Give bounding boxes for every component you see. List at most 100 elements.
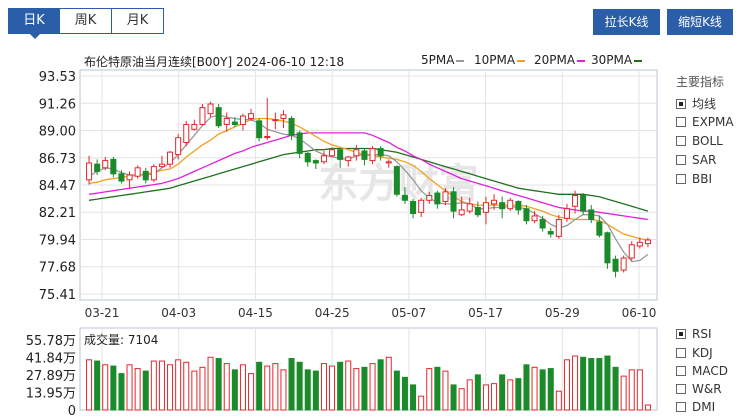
tab-daily[interactable]: 日K [8,8,60,34]
candle-body [199,107,206,125]
candle-body [110,158,117,175]
volume-bar-down [434,366,441,411]
checkbox-sar[interactable] [676,155,686,165]
candle-down [474,201,481,218]
indicator-ma[interactable]: 均线 [676,95,716,112]
candle-up [369,146,376,165]
volume-bar-down [604,355,611,411]
volume-bar-up [458,388,465,411]
volume-bar-up [555,390,562,411]
candle-up [458,196,465,216]
volume-bar-up [134,368,141,411]
candle-body [507,199,514,210]
y-tick-label: 86.73 [39,152,76,167]
volume-bar-up [86,359,93,411]
volume-bar-up [442,370,449,411]
checkbox-boll[interactable] [676,136,686,146]
indicator-sar[interactable]: SAR [676,153,716,167]
checkbox-wr[interactable] [676,384,686,394]
candle-body [256,120,263,139]
volume-bar-down [515,378,522,411]
candle-up [636,237,643,249]
candle-body [329,149,336,157]
volume-bar-up [491,383,498,411]
candle-body [410,200,417,215]
candle-down [596,215,603,238]
candle-down [304,152,311,167]
volume-bar-down [231,369,238,411]
volume-bar-down [312,370,319,411]
active-tab-caret [30,34,40,39]
candle-body [118,173,125,182]
indicator-bbi[interactable]: BBI [676,172,712,186]
candle-down [256,118,263,142]
ma-legend-5-label: 5PMA [421,53,455,67]
candle-down [612,255,619,278]
shrink-candles-button[interactable]: 缩短K线 [667,9,733,35]
candle-body [142,170,149,181]
volume-bar-up [248,373,255,411]
candle-body [231,121,238,125]
indicator-rsi[interactable]: RSI [676,327,712,341]
indicator-boll[interactable]: BOLL [676,134,723,148]
candle-body [102,160,109,169]
indicator-wr[interactable]: W&R [676,382,722,396]
candle-body [563,208,570,219]
candle-body [555,219,562,237]
volume-y-tick-label: 0 [68,404,76,419]
checkbox-dmi[interactable] [676,402,686,412]
checkbox-ma[interactable] [676,98,686,109]
y-tick-label: 89.00 [39,125,76,140]
checkbox-kdj[interactable] [676,348,686,358]
candle-body [223,117,230,125]
candle-body [450,191,457,212]
checkbox-bbi[interactable] [676,174,686,184]
candle-body [612,258,619,272]
candle-down [547,227,554,238]
indicator-macd[interactable]: MACD [676,364,728,378]
candle-body [167,151,174,165]
candle-down [588,205,595,224]
volume-bar-up [167,364,174,411]
main-indicators-title: 主要指标 [676,75,725,89]
candle-up [563,203,570,222]
tab-monthly[interactable]: 月K [112,8,164,34]
candle-down [523,205,530,225]
volume-bar-down [361,366,368,411]
checkbox-rsi[interactable] [676,329,686,339]
volume-bar-down [94,360,101,411]
candle-body [604,232,611,264]
checkbox-expma[interactable] [676,117,686,127]
candle-body [523,208,530,222]
candle-body [191,123,198,130]
volume-bar-down [215,358,222,411]
volume-bar-up [353,368,360,411]
stretch-candles-button[interactable]: 拉长K线 [593,9,660,35]
candle-body [150,166,157,181]
y-tick-label: 82.21 [39,206,76,221]
ma-legend-10: 10PMA [474,53,526,67]
candle-body [94,163,101,172]
checkbox-macd[interactable] [676,366,686,376]
candle-up [134,165,141,179]
candle-body [126,174,133,181]
volume-bar-down [596,358,603,411]
candle-up [280,110,287,129]
volume-bar-down [110,365,117,411]
volume-bar-up [507,379,514,411]
tab-weekly[interactable]: 周K [60,8,112,34]
candle-body [207,103,214,115]
volume-bar-up [207,356,214,411]
volume-title: 成交量: 7104 [84,333,159,347]
volume-bar-up [418,395,425,411]
candle-body [401,194,408,201]
x-tick-label: 06-10 [622,306,657,320]
candle-up [320,150,327,165]
ma-legend-5-swatch [456,59,465,62]
indicator-dmi[interactable]: DMI [676,400,715,414]
indicator-expma[interactable]: EXPMA [676,115,734,129]
indicator-kdj[interactable]: KDJ [676,346,713,360]
candle-up [264,98,271,141]
volume-bar-up [329,365,336,411]
